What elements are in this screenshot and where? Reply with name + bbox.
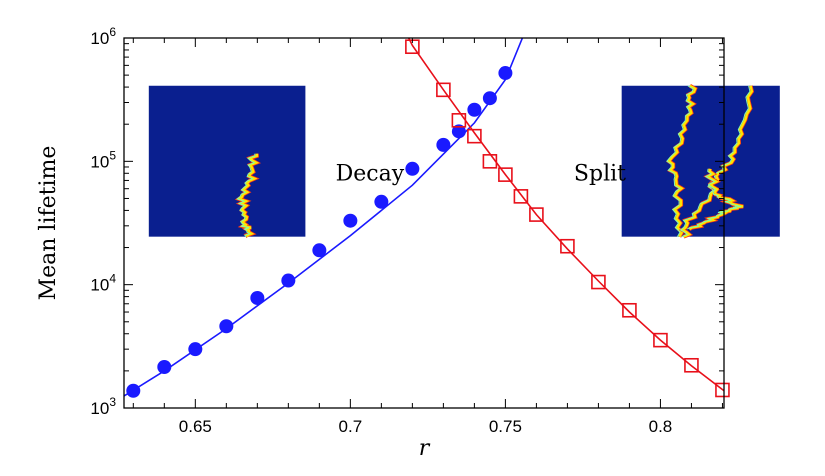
data-point-circle <box>312 243 327 258</box>
decay-inset-background <box>148 85 306 237</box>
insets <box>148 84 780 239</box>
y-tick-exponent: 4 <box>109 272 116 286</box>
data-point-circle <box>498 66 513 81</box>
data-point-square <box>684 357 699 373</box>
y-tick-label: 106 <box>90 25 116 48</box>
data-point-circle <box>436 137 451 152</box>
x-tick-label: 0.7 <box>339 417 363 436</box>
annotation-decay: Decay <box>336 161 405 186</box>
data-point-square <box>529 207 544 222</box>
y-tick-label: 104 <box>90 272 116 295</box>
data-point-square <box>622 302 637 318</box>
data-markers <box>126 39 730 398</box>
data-point-square <box>482 154 498 169</box>
split-inset-streak-core <box>667 84 697 238</box>
data-point-circle <box>343 213 358 228</box>
split-inset-streak-core <box>688 168 744 231</box>
data-point-square <box>451 113 467 128</box>
data-point-square <box>653 332 668 348</box>
split-inset-streak-edge <box>679 85 751 238</box>
data-point-square <box>436 82 451 98</box>
data-point-circle <box>482 91 497 106</box>
data-point-circle <box>219 319 234 334</box>
data-point-square <box>591 274 606 290</box>
x-axis-title: r <box>419 436 431 461</box>
x-tick-label: 0.65 <box>179 417 212 436</box>
y-tick-base: 10 <box>90 276 109 295</box>
y-axis-title: Mean lifetime <box>36 146 61 301</box>
data-point-circle <box>188 342 203 357</box>
data-point-circle <box>467 102 482 117</box>
split-inset-streak-edge <box>687 168 742 230</box>
split-inset-streak-edge <box>666 85 694 237</box>
data-point-circle <box>281 273 296 288</box>
fit-curve-1 <box>407 38 724 392</box>
y-tick-exponent: 5 <box>109 148 116 162</box>
y-tick-exponent: 3 <box>109 395 116 409</box>
data-point-square <box>715 382 730 398</box>
x-tick-label: 0.8 <box>649 417 673 436</box>
y-tick-label: 103 <box>90 395 116 418</box>
y-tick-base: 10 <box>90 152 109 171</box>
y-tick-exponent: 6 <box>109 25 116 39</box>
annotation-split: Split <box>574 161 626 186</box>
split-inset-background <box>621 85 780 237</box>
axis-ticks <box>124 38 724 409</box>
split-inset-streak-core <box>680 85 754 238</box>
x-tick-label: 0.75 <box>489 417 522 436</box>
y-tick-label: 105 <box>90 148 116 171</box>
data-point-square <box>467 128 482 144</box>
data-point-circle <box>374 194 389 209</box>
data-point-square <box>498 167 513 182</box>
data-point-square <box>513 189 529 204</box>
data-point-circle <box>250 290 265 305</box>
data-point-circle <box>126 383 141 398</box>
data-point-circle <box>405 161 420 176</box>
y-tick-base: 10 <box>90 29 109 48</box>
data-point-square <box>560 238 575 254</box>
data-point-circle <box>157 359 172 374</box>
decay-inset-streak-edge <box>236 153 256 238</box>
data-point-circle <box>451 124 466 139</box>
y-tick-base: 10 <box>90 399 109 418</box>
plot-frame <box>123 37 725 409</box>
